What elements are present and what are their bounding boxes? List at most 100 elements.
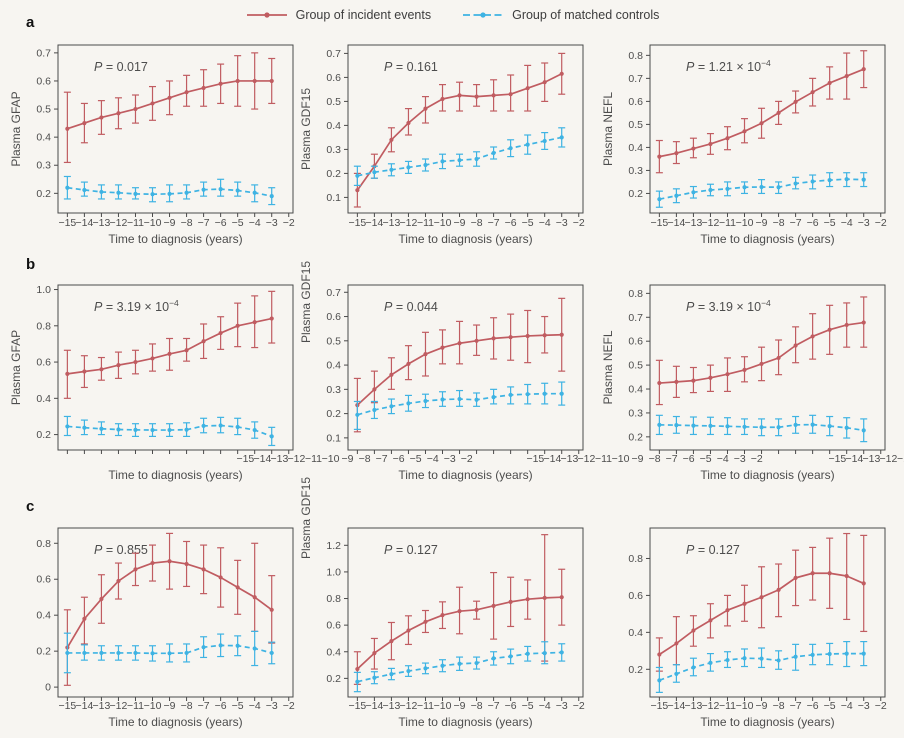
svg-text:0.4: 0.4 — [326, 646, 341, 658]
svg-text:−5: −5 — [700, 453, 712, 465]
svg-text:−10: −10 — [434, 700, 452, 712]
svg-text:−2: −2 — [875, 700, 887, 712]
svg-text:−8: −8 — [181, 217, 193, 229]
svg-text:−4: −4 — [717, 453, 729, 465]
svg-text:−3: −3 — [266, 700, 278, 712]
svg-text:0.3: 0.3 — [36, 160, 51, 172]
svg-text:−15: −15 — [236, 453, 254, 465]
svg-text:−11: −11 — [417, 217, 434, 229]
svg-text:−4: −4 — [539, 217, 551, 229]
svg-text:−6: −6 — [807, 700, 819, 712]
svg-text:Time to diagnosis (years): Time to diagnosis (years) — [108, 715, 242, 729]
legend-item-matched-controls: Group of matched controls — [461, 8, 659, 22]
svg-text:−9: −9 — [164, 217, 176, 229]
svg-text:−14: −14 — [667, 700, 685, 712]
svg-text:−11: −11 — [719, 700, 736, 712]
panel-c1: 00.20.40.60.8−15 −14 −13 −12 −11 −10 −9 −8 −7 −6−… — [36, 527, 295, 729]
svg-text:−5: −5 — [232, 700, 244, 712]
svg-text:−7: −7 — [790, 217, 802, 229]
svg-text:0.6: 0.6 — [628, 336, 643, 348]
svg-text:−12: −12 — [702, 700, 720, 712]
svg-text:−2: −2 — [283, 700, 295, 712]
panel-a3-plasma-nefl: 0.20.30.40.50.60.70.8−15 −14 −13 −12 −11 −10−… — [601, 44, 887, 246]
svg-text:−6: −6 — [215, 217, 227, 229]
svg-text:0.8: 0.8 — [36, 320, 51, 332]
svg-text:−14: −14 — [543, 453, 561, 465]
svg-text:−7: −7 — [666, 453, 678, 465]
svg-text:−14: −14 — [845, 453, 863, 465]
svg-text:−14: −14 — [365, 700, 383, 712]
svg-text:−15: −15 — [650, 217, 668, 229]
svg-text:0.4: 0.4 — [36, 393, 51, 405]
svg-text:−14: −14 — [75, 700, 93, 712]
panel-b3-plasma-nefl: 0.20.30.40.50.60.70.8−15−14−13−12−11−10−… — [601, 284, 904, 482]
svg-text:−15: −15 — [526, 453, 544, 465]
svg-text:−8: −8 — [181, 700, 193, 712]
svg-text:0.2: 0.2 — [326, 673, 341, 685]
panel-b1-plasma-gfap: 0.20.40.60.81.0−15 −14 −13 −12 −11 −10 −9 −8 −7−… — [9, 284, 473, 482]
svg-text:Time to diagnosis (years): Time to diagnosis (years) — [700, 468, 834, 482]
legend-label-incident-events: Group of incident events — [295, 8, 432, 22]
svg-text:0.3: 0.3 — [628, 165, 643, 177]
svg-text:0.2: 0.2 — [628, 431, 643, 443]
svg-text:0.2: 0.2 — [326, 168, 341, 180]
svg-text:−6: −6 — [393, 453, 405, 465]
svg-text:−14: −14 — [667, 217, 685, 229]
svg-text:−12: −12 — [880, 453, 898, 465]
svg-text:0.2: 0.2 — [326, 408, 341, 420]
svg-text:−5: −5 — [522, 700, 534, 712]
svg-text:−13: −13 — [863, 453, 881, 465]
svg-text:0.5: 0.5 — [326, 96, 341, 108]
svg-text:−12: −12 — [578, 453, 596, 465]
svg-text:−12: −12 — [702, 217, 720, 229]
svg-text:P = 1.21 × 10−4: P = 1.21 × 10−4 — [686, 58, 771, 74]
svg-text:Plasma GDF15: Plasma GDF15 — [299, 88, 313, 170]
svg-text:P = 0.127: P = 0.127 — [686, 543, 740, 557]
svg-text:0.6: 0.6 — [36, 357, 51, 369]
svg-text:−10: −10 — [144, 217, 162, 229]
svg-text:0.2: 0.2 — [628, 664, 643, 676]
row-label-c: c — [26, 498, 35, 515]
svg-text:−2: −2 — [461, 453, 473, 465]
svg-text:0.8: 0.8 — [326, 593, 341, 605]
svg-text:Time to diagnosis (years): Time to diagnosis (years) — [108, 232, 242, 246]
svg-text:0.6: 0.6 — [36, 574, 51, 586]
svg-text:0.3: 0.3 — [628, 407, 643, 419]
svg-text:0.2: 0.2 — [628, 188, 643, 200]
svg-text:−8: −8 — [471, 217, 483, 229]
svg-text:−10: −10 — [434, 217, 452, 229]
svg-text:Plasma GDF15: Plasma GDF15 — [299, 477, 313, 559]
svg-text:−4: −4 — [539, 700, 551, 712]
svg-text:0.8: 0.8 — [628, 288, 643, 300]
svg-text:Time to diagnosis (years): Time to diagnosis (years) — [398, 468, 532, 482]
svg-text:−3: −3 — [444, 453, 456, 465]
svg-text:0.4: 0.4 — [326, 120, 341, 132]
svg-text:−6: −6 — [505, 217, 517, 229]
svg-text:−15: −15 — [58, 700, 76, 712]
svg-text:0.5: 0.5 — [36, 104, 51, 116]
svg-text:−6: −6 — [215, 700, 227, 712]
svg-text:1.2: 1.2 — [326, 540, 341, 552]
svg-text:−4: −4 — [841, 700, 853, 712]
svg-text:0.7: 0.7 — [36, 47, 51, 59]
svg-text:−12: −12 — [110, 217, 128, 229]
svg-text:Plasma NEFL: Plasma NEFL — [601, 92, 615, 166]
svg-text:−11: −11 — [719, 217, 736, 229]
svg-text:0.4: 0.4 — [36, 132, 51, 144]
incident-line-icon — [246, 12, 287, 18]
svg-text:−11: −11 — [305, 453, 322, 465]
svg-text:−10: −10 — [612, 453, 630, 465]
svg-text:−14: −14 — [253, 453, 271, 465]
svg-text:Plasma GDF15: Plasma GDF15 — [299, 261, 313, 343]
svg-text:0.2: 0.2 — [36, 188, 51, 200]
svg-text:Plasma GFAP: Plasma GFAP — [9, 91, 23, 166]
svg-text:0.6: 0.6 — [326, 72, 341, 84]
svg-text:−12: −12 — [400, 700, 418, 712]
svg-text:−13: −13 — [271, 453, 289, 465]
svg-text:0.6: 0.6 — [628, 96, 643, 108]
svg-text:−3: −3 — [858, 700, 870, 712]
svg-text:−13: −13 — [685, 700, 703, 712]
svg-text:0.4: 0.4 — [326, 360, 341, 372]
svg-text:−14: −14 — [365, 217, 383, 229]
